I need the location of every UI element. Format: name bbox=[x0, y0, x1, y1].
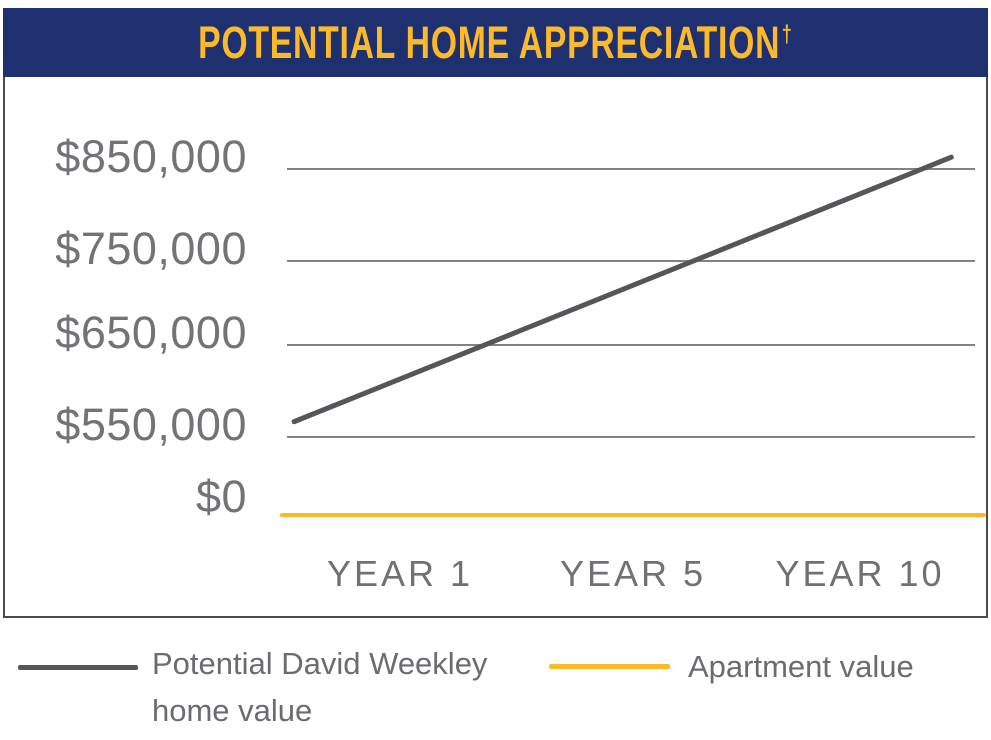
x-tick-label: YEAR 5 bbox=[559, 553, 707, 594]
chart-title-text: POTENTIAL HOME APPRECIATION bbox=[198, 16, 781, 68]
legend-swatch-home-value bbox=[18, 665, 138, 670]
gridline-850000 bbox=[287, 168, 975, 170]
chart-title-condensed: POTENTIAL HOME APPRECIATION† bbox=[198, 17, 793, 69]
gridline-550000 bbox=[287, 436, 975, 438]
chart-title: POTENTIAL HOME APPRECIATION† bbox=[99, 17, 892, 69]
y-tick-label: $650,000 bbox=[55, 307, 247, 358]
legend-swatch-apartment-value bbox=[549, 664, 670, 669]
apartment-value-line bbox=[280, 513, 986, 517]
gridline-650000 bbox=[287, 344, 975, 346]
legend-label-home-value-line2: home value bbox=[152, 693, 313, 728]
plot-area-frame bbox=[3, 77, 988, 618]
x-tick-label: YEAR 1 bbox=[326, 553, 474, 594]
y-tick-label: $550,000 bbox=[55, 399, 247, 450]
legend-label-apartment-value: Apartment value bbox=[688, 649, 914, 684]
legend-label-home-value-line1: Potential David Weekley bbox=[152, 646, 488, 681]
y-tick-label: $750,000 bbox=[55, 223, 247, 274]
x-tick-label: YEAR 10 bbox=[775, 553, 945, 594]
gridline-750000 bbox=[287, 260, 975, 262]
legend-label-home-value: Potential David Weekley home value bbox=[152, 640, 487, 734]
chart-title-bar: POTENTIAL HOME APPRECIATION† bbox=[3, 8, 988, 77]
footnote-dagger: † bbox=[781, 21, 793, 49]
y-tick-label: $850,000 bbox=[55, 131, 247, 182]
y-tick-label: $0 bbox=[195, 471, 247, 522]
